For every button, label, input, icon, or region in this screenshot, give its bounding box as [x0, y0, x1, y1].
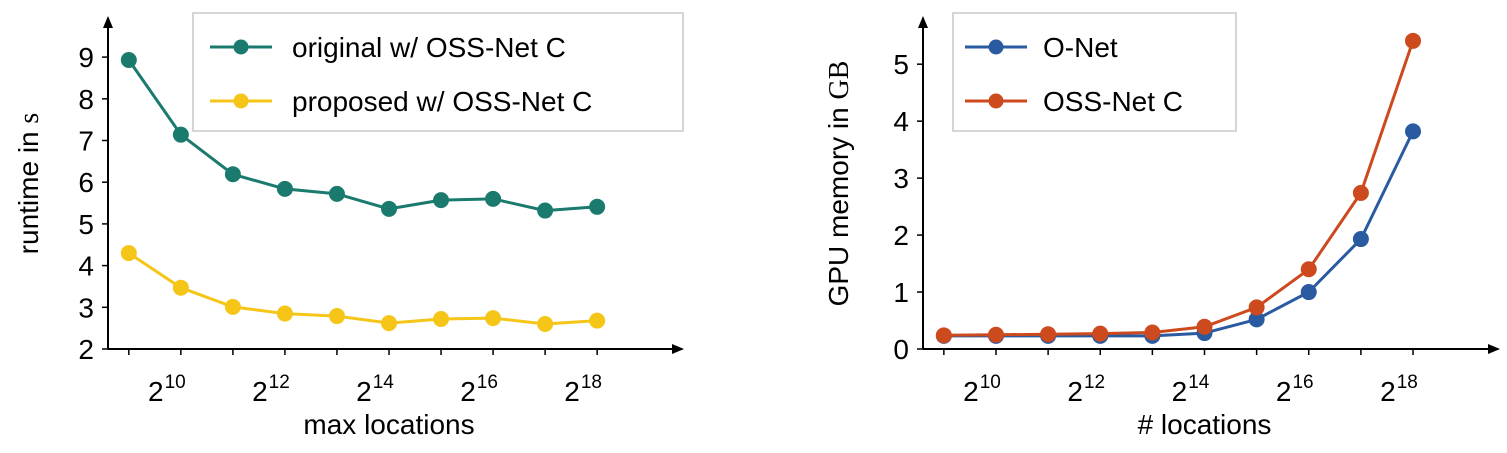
y-tick-label: 3 — [893, 163, 909, 194]
legend-swatch-marker — [233, 39, 249, 55]
data-point — [120, 245, 137, 262]
data-point — [485, 190, 502, 207]
y-tick-label: 4 — [893, 106, 909, 137]
data-point — [381, 315, 397, 332]
y-tick-label: 0 — [893, 334, 909, 365]
legend-swatch-marker — [988, 93, 1004, 109]
data-point — [381, 200, 397, 217]
data-point — [589, 198, 606, 215]
x-tick-label: 216 — [460, 372, 498, 407]
y-tick-label: 6 — [78, 167, 94, 198]
data-point — [328, 308, 345, 325]
x-tick-label: 216 — [1276, 372, 1314, 407]
data-point — [1405, 123, 1422, 140]
data-point — [224, 298, 241, 315]
legend-box — [952, 12, 1237, 132]
x-tick-label: 214 — [1172, 372, 1210, 407]
data-point — [589, 312, 606, 329]
series-line-0 — [943, 130, 1415, 338]
x-axis-title: # locations — [1138, 409, 1272, 440]
runtime-chart: 2 3 4 5 6 7 8 9 210 212 214 216 218 max locations runt… — [13, 12, 684, 440]
y-tick-label: 1 — [893, 277, 909, 308]
y-tick-label: 8 — [78, 84, 94, 115]
data-point — [987, 326, 1004, 343]
y-tick-label: 3 — [78, 292, 94, 323]
data-point — [1196, 318, 1213, 335]
data-point — [433, 192, 450, 209]
y-axis-title: GPU memory in GB — [823, 61, 855, 307]
data-point — [1300, 284, 1317, 301]
x-tick-label: 212 — [1067, 372, 1105, 407]
data-point — [1405, 32, 1422, 49]
data-point — [224, 166, 241, 183]
data-point — [172, 126, 189, 143]
y-tick-label: 5 — [893, 49, 909, 80]
y-tick-label: 7 — [78, 126, 94, 157]
data-point — [172, 279, 189, 296]
data-point — [1040, 326, 1057, 343]
x-tick-label: 210 — [963, 372, 1001, 407]
data-point — [1092, 325, 1109, 342]
x-axis-title: max locations — [303, 409, 474, 440]
legend-label: proposed w/ OSS-Net C — [292, 86, 592, 117]
data-point — [1144, 324, 1161, 341]
x-tick-label: 212 — [252, 372, 290, 407]
y-tick-label: 5 — [78, 209, 94, 240]
data-point — [537, 315, 554, 332]
data-point — [276, 305, 293, 322]
data-point — [1352, 184, 1369, 201]
data-point — [1300, 261, 1317, 278]
y-tick-label: 2 — [893, 220, 909, 251]
data-point — [328, 185, 345, 202]
y-axis-title: runtime in s — [13, 113, 45, 255]
data-point — [935, 327, 952, 344]
legend-label: O-Net — [1043, 32, 1118, 63]
x-tick-label: 214 — [356, 372, 394, 407]
x-tick-label: 218 — [1380, 372, 1418, 407]
x-tick-label: 210 — [148, 372, 186, 407]
x-tick-label: 218 — [564, 372, 602, 407]
data-point — [485, 310, 502, 327]
series-line-0 — [127, 59, 598, 213]
data-point — [433, 310, 450, 327]
legend-label: original w/ OSS-Net C — [292, 32, 566, 63]
y-tick-label: 2 — [78, 334, 94, 365]
y-tick-label: 9 — [78, 42, 94, 73]
data-point — [120, 52, 137, 69]
series-line-1 — [943, 40, 1415, 337]
series-line-1 — [127, 251, 598, 326]
data-point — [1352, 231, 1369, 248]
data-point — [276, 180, 293, 197]
legend-box — [192, 12, 684, 132]
legend-swatch-marker — [988, 39, 1004, 55]
y-tick-label: 4 — [78, 251, 94, 282]
legend-swatch-marker — [233, 93, 249, 109]
legend-label: OSS-Net C — [1043, 86, 1183, 117]
data-point — [1248, 299, 1265, 316]
gpu-memory-chart: 0 1 2 3 4 5 210 212 214 216 218 # locations GPU memo… — [823, 12, 1500, 440]
data-point — [537, 202, 554, 219]
